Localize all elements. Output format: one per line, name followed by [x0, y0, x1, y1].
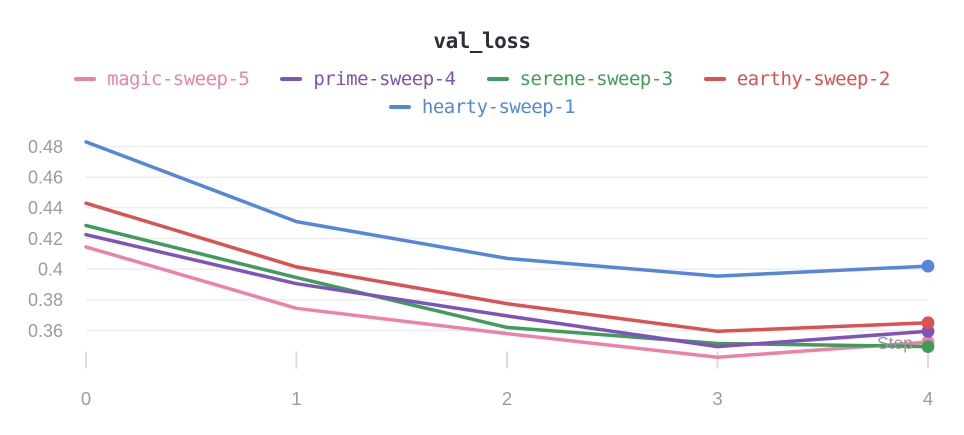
legend-label: serene-sweep-3	[519, 68, 674, 90]
legend-row: magic-sweep-5 prime-sweep-4 serene-sweep-3…	[0, 65, 964, 93]
series-line-magic-sweep-5[interactable]	[84, 245, 930, 360]
y-tick-label: 0.48	[28, 137, 63, 157]
step-axis-label: Step	[877, 333, 913, 353]
legend-item-earthy-sweep-2[interactable]: earthy-sweep-2	[703, 68, 891, 90]
y-tick-label: 0.38	[28, 290, 63, 310]
legend-label: magic-sweep-5	[107, 68, 250, 90]
legend-dash-icon	[74, 77, 97, 81]
legend-label: earthy-sweep-2	[736, 68, 891, 90]
y-tick-label: 0.42	[28, 229, 63, 249]
x-tick-label: 4	[923, 388, 933, 409]
chart-legend: magic-sweep-5 prime-sweep-4 serene-sweep-3…	[0, 65, 964, 121]
series-endpoint-serene-sweep-3	[921, 340, 935, 353]
x-tick-label: 2	[502, 388, 512, 409]
x-tick-label: 1	[291, 388, 301, 409]
series-line-prime-sweep-4[interactable]	[84, 232, 930, 349]
chart-title: val_loss	[433, 29, 531, 53]
y-tick-label: 0.46	[28, 168, 63, 188]
y-tick-label: 0.44	[28, 198, 63, 218]
x-tick-label: 0	[81, 388, 91, 409]
series-endpoint-earthy-sweep-2	[921, 316, 935, 330]
legend-item-hearty-sweep-1[interactable]: hearty-sweep-1	[388, 96, 576, 118]
legend-row: hearty-sweep-1	[0, 93, 964, 121]
y-tick-label: 0.4	[38, 260, 63, 280]
legend-label: prime-sweep-4	[313, 68, 456, 90]
legend-label: hearty-sweep-1	[421, 96, 576, 118]
legend-dash-icon	[703, 77, 726, 81]
series-line-hearty-sweep-1[interactable]	[84, 140, 930, 278]
series-line-earthy-sweep-2[interactable]	[84, 201, 930, 334]
legend-dash-icon	[486, 77, 509, 81]
series-line-serene-sweep-3[interactable]	[84, 223, 930, 349]
legend-dash-icon	[388, 105, 411, 109]
legend-item-magic-sweep-5[interactable]: magic-sweep-5	[74, 68, 250, 90]
legend-dash-icon	[280, 77, 303, 81]
series-endpoint-hearty-sweep-1	[921, 259, 935, 273]
x-tick-label: 3	[712, 388, 722, 409]
y-tick-label: 0.36	[28, 321, 63, 341]
legend-item-serene-sweep-3[interactable]: serene-sweep-3	[486, 68, 674, 90]
legend-item-prime-sweep-4[interactable]: prime-sweep-4	[280, 68, 456, 90]
